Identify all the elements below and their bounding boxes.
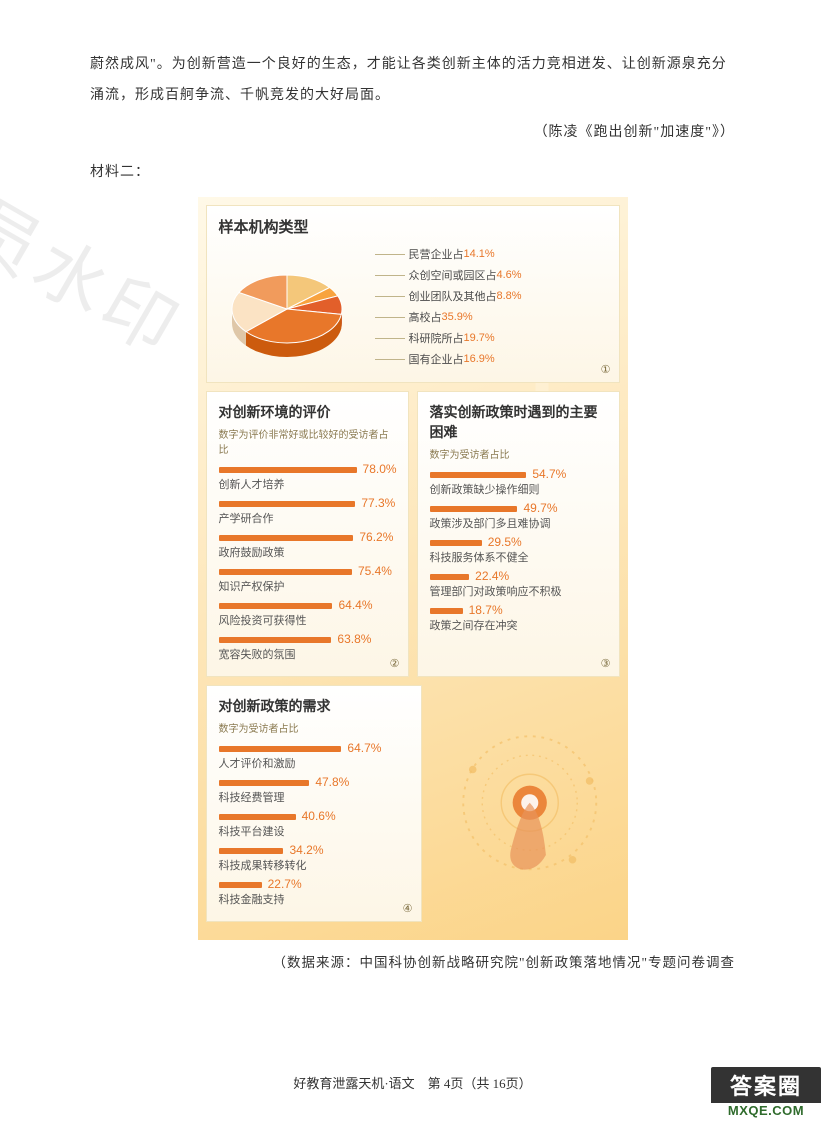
panel-demand: 对创新政策的需求 数字为受访者占比 64.7%人才评价和激励 47.8%科技经费管…: [206, 685, 422, 922]
panel-title: 对创新政策的需求: [219, 696, 409, 716]
bar-list: 64.7%人才评价和激励 47.8%科技经费管理 40.6%科技平台建设 34.2%科…: [219, 741, 409, 907]
circled-number: ①: [601, 363, 611, 376]
circled-number: ④: [403, 902, 413, 915]
bar-list: 78.0%创新人才培养 77.3%产学研合作 76.2%政府鼓励政策 75.4%知识产…: [219, 462, 396, 662]
panel-difficulties: 落实创新政策时遇到的主要困难 数字为受访者占比 54.7%创新政策缺少操作细则 4…: [417, 391, 620, 677]
legend-item: 科研院所占19.7%: [375, 330, 607, 346]
paragraph-line-2: 涌流，形成百舸争流、千帆竞发的大好局面。: [90, 81, 735, 112]
bar-row: 18.7%政策之间存在冲突: [430, 603, 607, 633]
bar-row: 22.4%管理部门对政策响应不积极: [430, 569, 607, 599]
bar-row: 49.7%政策涉及部门多且难协调: [430, 501, 607, 531]
panel-title: 落实创新政策时遇到的主要困难: [430, 402, 607, 442]
legend-item: 众创空间或园区占4.6%: [375, 267, 607, 283]
bar-row: 40.6%科技平台建设: [219, 809, 409, 839]
legend-item: 国有企业占16.9%: [375, 351, 607, 367]
circled-number: ③: [601, 657, 611, 670]
panel-subtitle: 数字为受访者占比: [430, 446, 607, 461]
legend-item: 民营企业占14.1%: [375, 246, 607, 262]
bar-row: 64.7%人才评价和激励: [219, 741, 409, 771]
paragraph-line-1: 蔚然成风"。为创新营造一个良好的生态，才能让各类创新主体的活力竞相迸发、让创新源…: [90, 50, 735, 81]
bar-row: 78.0%创新人才培养: [219, 462, 396, 492]
bar-row: 64.4%风险投资可获得性: [219, 598, 396, 628]
bar-row: 29.5%科技服务体系不健全: [430, 535, 607, 565]
panel-title: 对创新环境的评价: [219, 402, 396, 422]
material-label: 材料二：: [90, 158, 735, 189]
pie-panel: 样本机构类型 民营企业占14.1% 众创空间或园区占4.6% 创业团队及其他占8.8…: [206, 205, 620, 383]
legend-item: 高校占35.9%: [375, 309, 607, 325]
bar-row: 54.7%创新政策缺少操作细则: [430, 467, 607, 497]
bar-row: 76.2%政府鼓励政策: [219, 530, 396, 560]
bar-row: 63.8%宽容失败的氛围: [219, 632, 396, 662]
bar-row: 34.2%科技成果转移转化: [219, 843, 409, 873]
bar-list: 54.7%创新政策缺少操作细则 49.7%政策涉及部门多且难协调 29.5%科技服务…: [430, 467, 607, 633]
bar-row: 75.4%知识产权保护: [219, 564, 396, 594]
bar-row: 22.7%科技金融支持: [219, 877, 409, 907]
bar-row: 77.3%产学研合作: [219, 496, 396, 526]
pie-chart: [219, 241, 369, 371]
bar-row: 47.8%科技经费管理: [219, 775, 409, 805]
source-citation: （陈凌《跑出创新"加速度"》）: [90, 118, 735, 149]
infographic: 样本机构类型 民营企业占14.1% 众创空间或园区占4.6% 创业团队及其他占8.8…: [198, 197, 628, 940]
panel-environment: 对创新环境的评价 数字为评价非常好或比较好的受访者占比 78.0%创新人才培养7…: [206, 391, 409, 677]
watermark: 员水印: [0, 169, 205, 377]
badge-url: MXQE.COM: [711, 1103, 821, 1118]
panel-subtitle: 数字为评价非常好或比较好的受访者占比: [219, 426, 396, 456]
circled-number: ②: [390, 657, 400, 670]
data-source: （数据来源：中国科协创新战略研究院"创新政策落地情况"专题问卷调查: [90, 948, 735, 978]
pie-panel-title: 样本机构类型: [219, 216, 607, 237]
decorative-hand-graphic: [430, 685, 620, 930]
panel-subtitle: 数字为受访者占比: [219, 720, 409, 735]
legend-item: 创业团队及其他占8.8%: [375, 288, 607, 304]
page-footer: 好教育泄露天机·语文 第 4页（共 16页）: [0, 1073, 825, 1092]
pie-legend: 民营企业占14.1% 众创空间或园区占4.6% 创业团队及其他占8.8% 高校占35.…: [375, 241, 607, 372]
